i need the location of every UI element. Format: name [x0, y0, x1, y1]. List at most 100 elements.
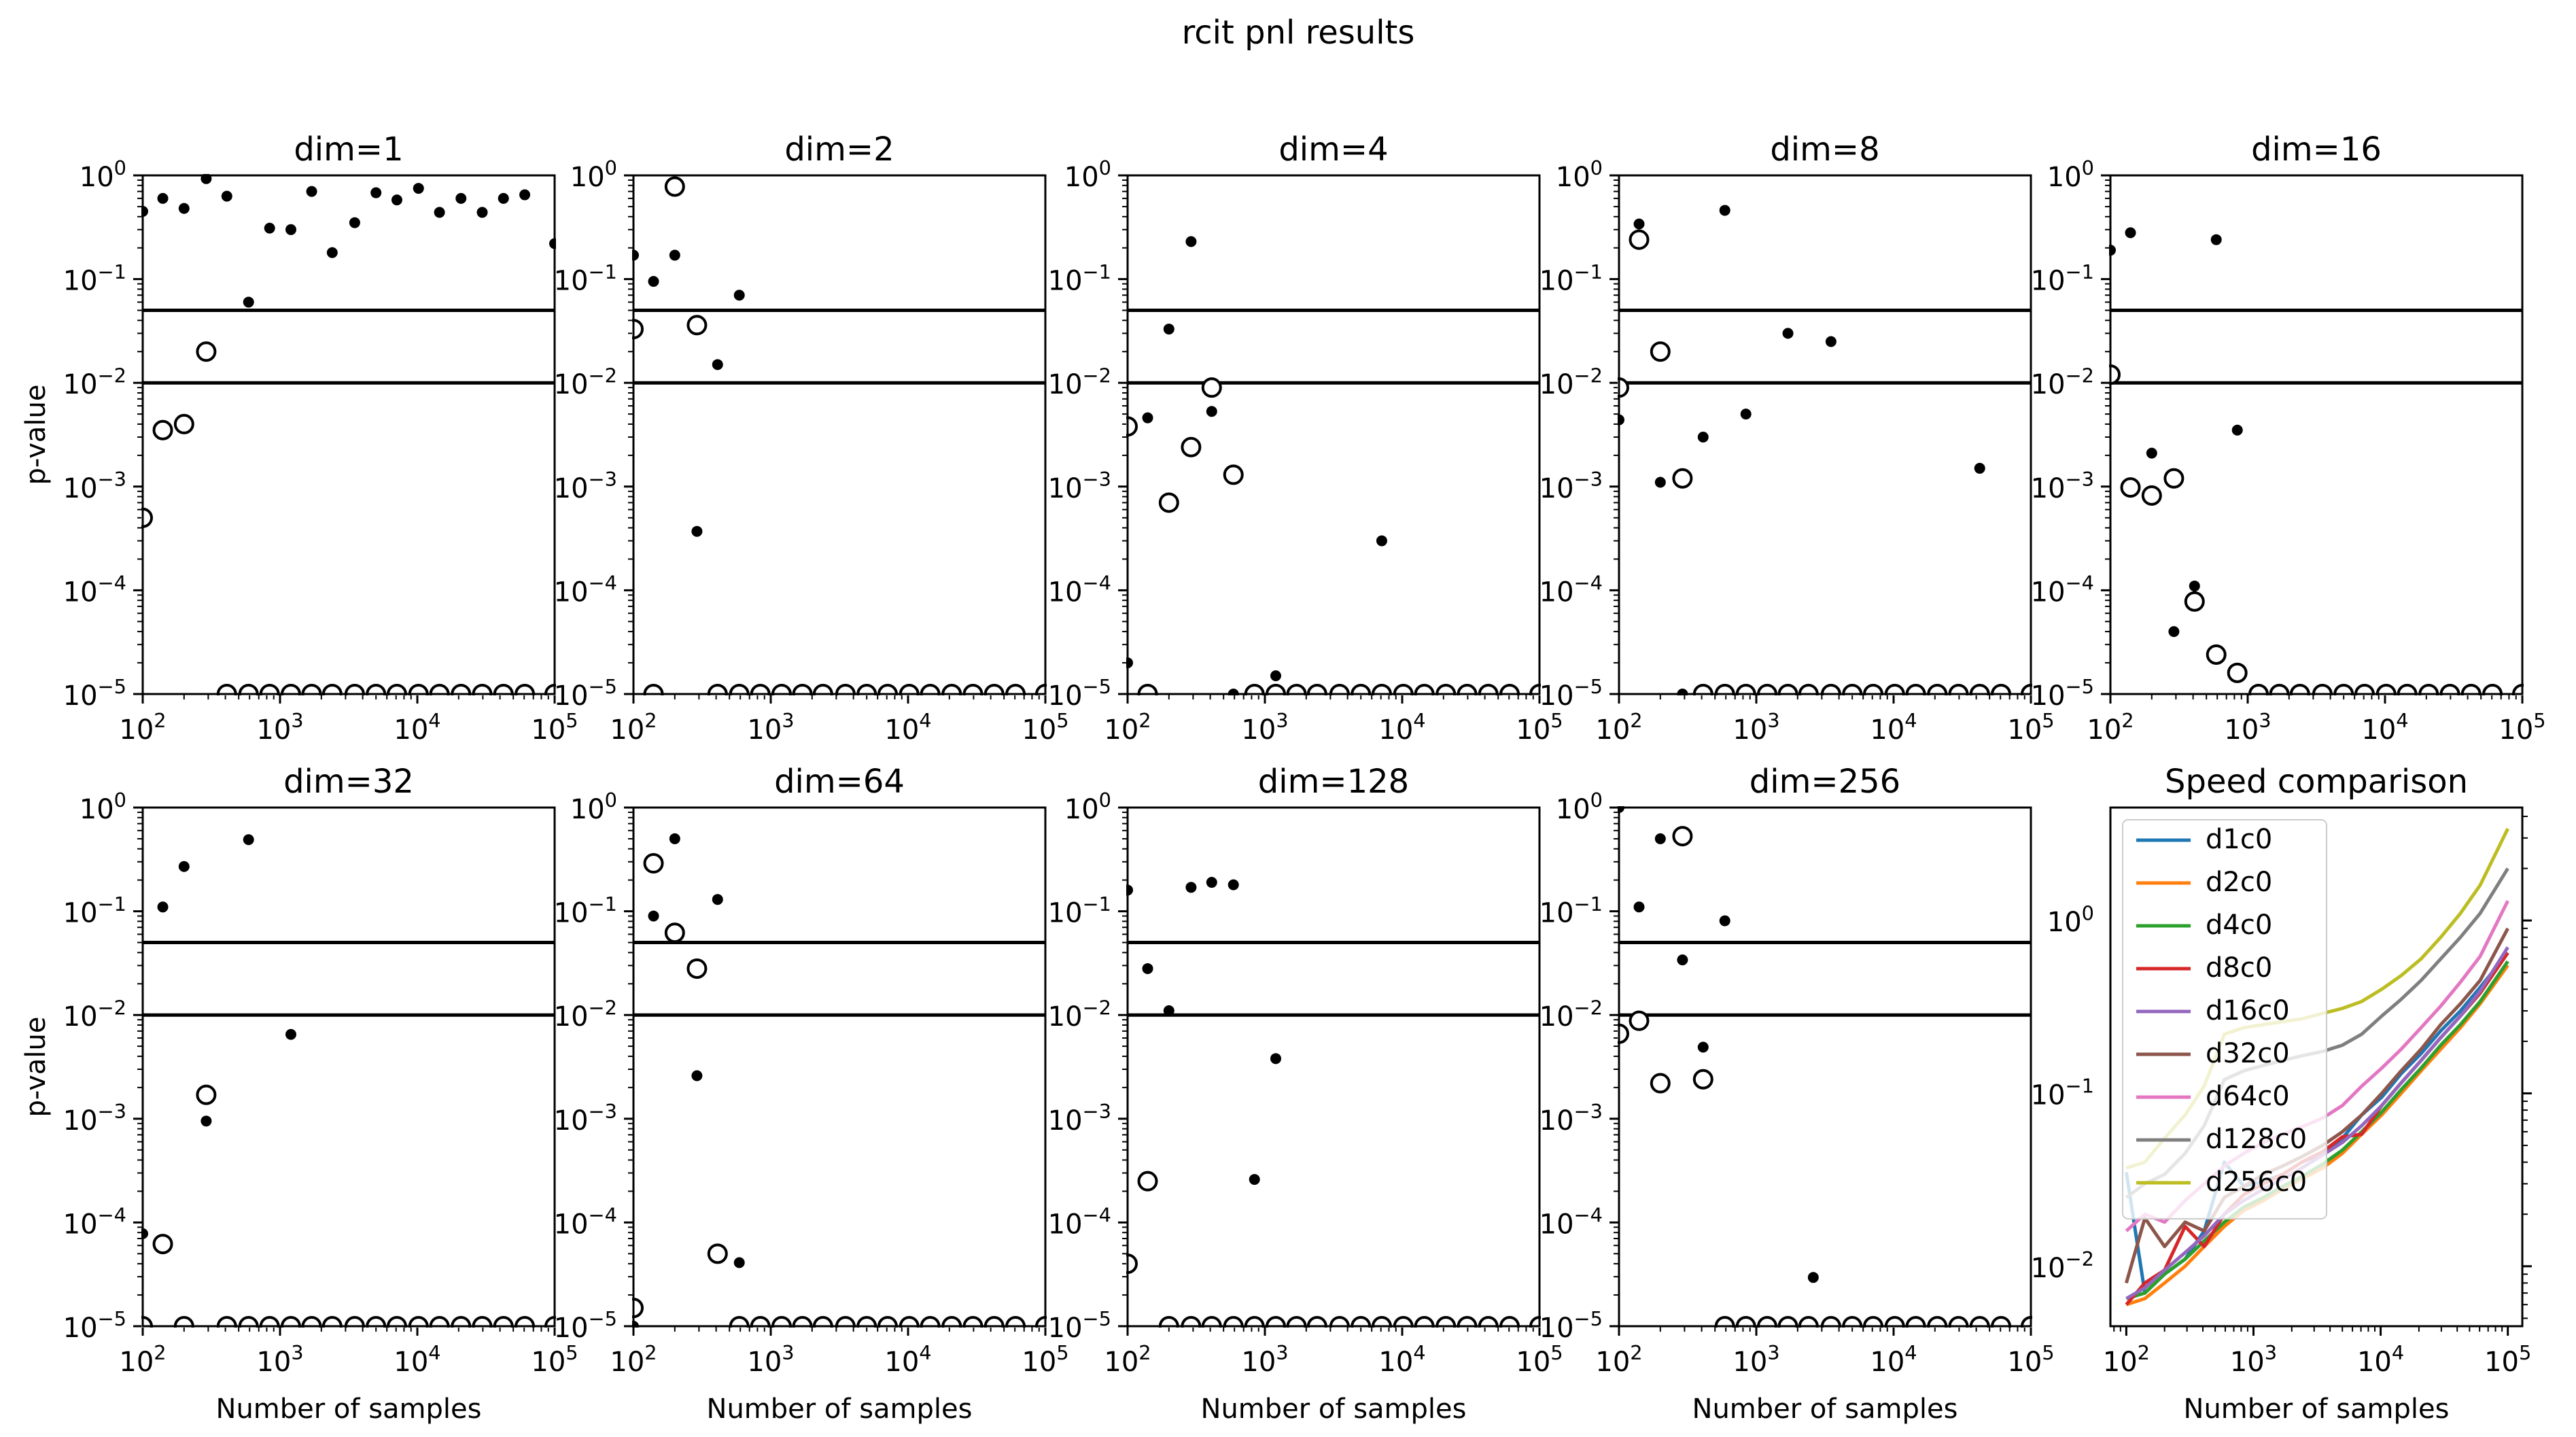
axes-frame	[141, 174, 556, 695]
point-open	[152, 1234, 173, 1255]
point-filled	[1206, 406, 1217, 417]
y-tick-label: 100	[570, 789, 617, 825]
point-filled	[221, 190, 232, 202]
point-filled	[1163, 1005, 1174, 1016]
x-tick-label: 102	[1104, 1341, 1151, 1378]
point-open	[707, 1243, 728, 1264]
x-tick-label: 105	[1022, 1341, 1068, 1378]
legend-label-d32c0: d32c0	[2206, 1038, 2290, 1069]
point-open	[1181, 436, 1202, 457]
x-tick-label: 103	[747, 709, 794, 746]
point-filled	[326, 247, 338, 258]
point-filled	[669, 833, 680, 844]
y-tick-label: 10−5	[2031, 675, 2094, 712]
point-filled	[1185, 882, 1197, 893]
x-tick-label: 105	[531, 709, 578, 746]
x-tick-label: 102	[610, 709, 657, 746]
y-tick-label: 10−2	[1539, 996, 1603, 1033]
point-filled	[733, 290, 745, 301]
point-filled	[455, 192, 467, 204]
point-filled	[178, 203, 190, 214]
y-tick-label: 10−5	[554, 675, 617, 712]
y-tick-label: 10−2	[1048, 364, 1111, 400]
y-tick-label: 10−2	[1048, 996, 1111, 1033]
axes-frame	[1618, 806, 2032, 1328]
point-filled	[1654, 477, 1666, 488]
x-tick-label: 102	[1595, 709, 1642, 746]
point-filled	[1185, 236, 1197, 247]
point-filled	[2189, 581, 2200, 592]
point-open	[686, 958, 708, 979]
point-filled	[285, 224, 296, 235]
point-open	[1629, 1010, 1650, 1031]
subplot-title: dim=256	[1750, 763, 1900, 801]
legend-label-d64c0: d64c0	[2206, 1081, 2290, 1112]
point-filled	[1719, 915, 1730, 927]
y-tick-label: 10−4	[2031, 572, 2094, 608]
point-filled	[201, 1115, 212, 1127]
y-tick-label: 10−3	[2031, 468, 2094, 504]
x-tick-label: 105	[2007, 1341, 2054, 1378]
subplot-title: dim=32	[283, 763, 414, 801]
y-tick-label: 10−3	[1539, 1100, 1603, 1137]
point-filled	[1163, 324, 1174, 335]
y-axis-label: p-value	[20, 384, 52, 485]
y-tick-label: 100	[80, 789, 126, 825]
y-tick-label: 100	[1556, 789, 1603, 825]
x-tick-label: 104	[2361, 709, 2408, 746]
point-filled	[178, 861, 190, 872]
point-filled	[1633, 901, 1645, 913]
y-tick-label: 10−4	[63, 572, 126, 608]
subplots-group: dim=1 102 103 104 105 100 10−1 10−2 10−3 10−4 10−5…	[20, 131, 2546, 1425]
point-open	[196, 1084, 217, 1105]
y-tick-label: 10−2	[2031, 1247, 2094, 1284]
legend-box	[2122, 819, 2327, 1219]
y-tick-label: 10−2	[554, 996, 617, 1033]
y-tick-label: 10−3	[63, 468, 126, 504]
legend-label-d2c0: d2c0	[2206, 867, 2272, 898]
x-tick-label: 103	[1241, 709, 1288, 746]
x-tick-label: 104	[884, 709, 931, 746]
x-tick-label: 102	[610, 1341, 657, 1378]
y-tick-label: 10−1	[63, 893, 126, 929]
y-tick-label: 10−1	[1539, 260, 1603, 297]
legend-label-d16c0: d16c0	[2206, 995, 2290, 1026]
subplot-dim-32: dim=32 102 103 104 105 100 10−1 10−2 10−3 10−4 10−…	[20, 763, 578, 1425]
y-tick-label: 10−1	[1048, 260, 1111, 297]
point-filled	[2125, 227, 2136, 239]
axes-frame	[1126, 174, 1541, 695]
y-tick-label: 10−4	[1048, 1204, 1111, 1241]
point-filled	[498, 192, 509, 204]
point-filled	[349, 217, 360, 228]
y-tick-label: 10−5	[1048, 1307, 1111, 1344]
point-filled	[2210, 234, 2222, 245]
y-tick-label: 10−1	[554, 893, 617, 929]
point-filled	[1697, 431, 1709, 443]
legend-label-d4c0: d4c0	[2206, 910, 2272, 941]
axes-frame	[632, 806, 1047, 1328]
point-open	[1672, 826, 1693, 847]
y-tick-label: 10−2	[554, 364, 617, 400]
x-tick-label: 104	[1870, 709, 1917, 746]
x-tick-label: 104	[394, 709, 440, 746]
y-tick-label: 10−5	[1048, 675, 1111, 712]
x-axis-label: Number of samples	[2184, 1393, 2450, 1425]
subplot-dim-1: dim=1 102 103 104 105 100 10−1 10−2 10−3 10−4 10−5…	[20, 131, 578, 746]
subplot-dim-4: dim=4 102 103 104 105 100 10−1 10−2 10−3 10−4 10−5	[1048, 131, 1563, 746]
point-filled	[1270, 670, 1281, 682]
x-tick-label: 104	[394, 1341, 440, 1378]
point-filled	[733, 1257, 745, 1268]
x-tick-label: 105	[2499, 709, 2545, 746]
x-tick-label: 102	[2087, 709, 2134, 746]
point-filled	[1249, 1174, 1260, 1185]
x-tick-label: 103	[2224, 709, 2271, 746]
point-filled	[1376, 535, 1387, 547]
point-filled	[1206, 877, 1217, 888]
point-open	[2120, 477, 2141, 498]
y-tick-label: 10−1	[2031, 1075, 2094, 1111]
x-tick-label: 105	[1516, 1341, 1563, 1378]
y-tick-label: 10−2	[2031, 364, 2094, 400]
y-tick-label: 10−3	[63, 1100, 126, 1137]
y-tick-label: 10−1	[1048, 893, 1111, 929]
point-open	[1629, 229, 1650, 250]
